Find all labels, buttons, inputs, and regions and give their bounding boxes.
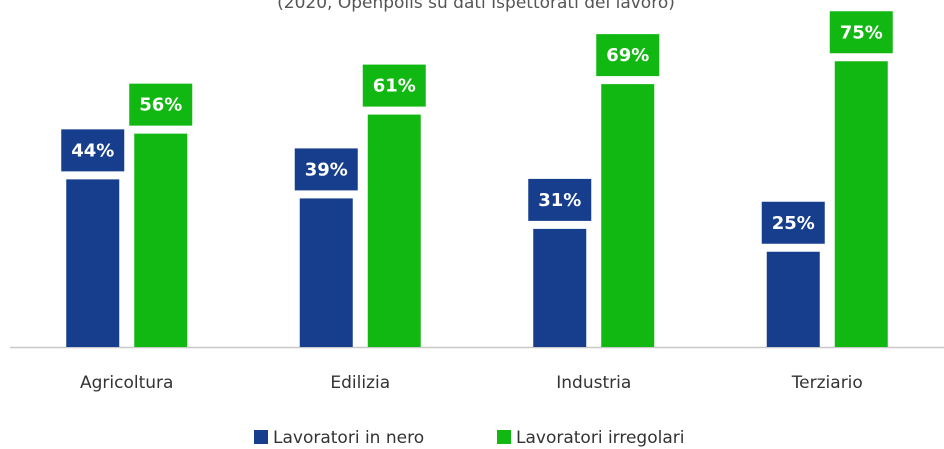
- bar: [766, 251, 820, 347]
- value-label-box: [528, 178, 592, 221]
- value-label: 25%: [772, 213, 815, 234]
- value-label-box: [61, 129, 125, 172]
- x-tick-label: Industria: [556, 373, 631, 393]
- legend-swatch: [254, 430, 268, 444]
- value-label-box: [362, 64, 426, 107]
- value-label: 39%: [305, 159, 348, 180]
- value-label-box: [761, 201, 825, 244]
- x-tick-label: Agricoltura: [80, 373, 173, 393]
- bar: [533, 228, 587, 347]
- value-label: 56%: [139, 95, 182, 116]
- x-tick-label: Edilizia: [330, 373, 390, 393]
- legend-swatch: [497, 430, 511, 444]
- bar: [834, 61, 888, 347]
- value-label: 61%: [373, 76, 416, 97]
- value-label: 69%: [606, 45, 649, 66]
- value-label-box: [294, 148, 358, 191]
- legend-label: Lavoratori irregolari: [516, 428, 684, 448]
- chart-subtitle: (2020, Openpolis su dati Ispettorati del…: [277, 0, 675, 13]
- x-tick-label: Terziario: [791, 373, 863, 393]
- value-label-box: [829, 11, 893, 54]
- bar: [601, 84, 655, 348]
- bar: [367, 114, 421, 347]
- bar: [299, 198, 353, 347]
- value-label: 75%: [840, 22, 883, 43]
- legend-label: Lavoratori in nero: [273, 428, 424, 448]
- value-label-box: [129, 83, 193, 126]
- bar: [134, 133, 188, 347]
- bar: [66, 179, 120, 347]
- value-label: 44%: [71, 140, 114, 161]
- value-label-box: [596, 34, 660, 77]
- value-label: 31%: [538, 190, 581, 211]
